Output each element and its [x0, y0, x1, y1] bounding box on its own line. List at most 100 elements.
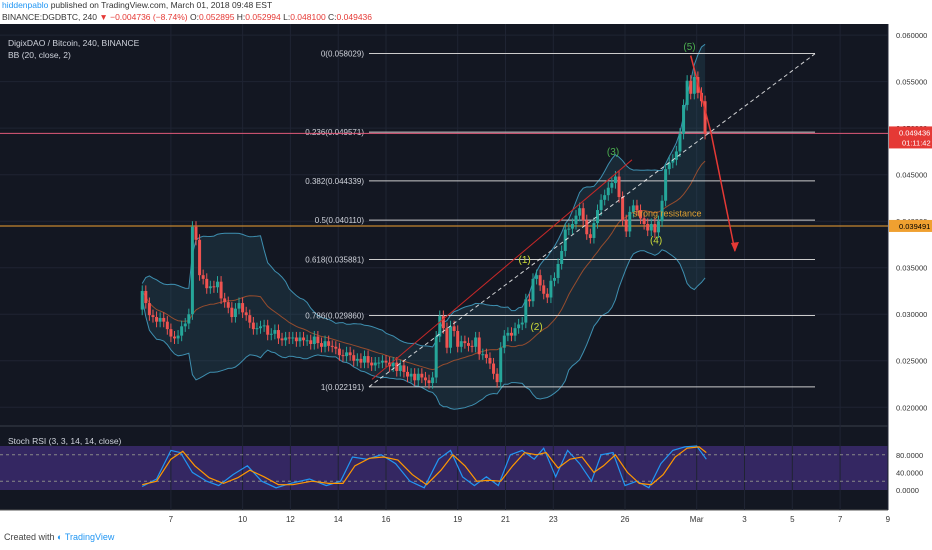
candle-body: [682, 104, 686, 134]
candle-body: [144, 290, 148, 304]
candle-body: [592, 223, 596, 238]
candle-body: [499, 347, 503, 383]
candle-body: [689, 80, 693, 94]
candle-body: [169, 329, 173, 337]
candle-body: [377, 362, 381, 364]
candle-body: [305, 340, 309, 342]
high-value: 0.052994: [245, 12, 281, 22]
x-tick-label: 14: [334, 515, 343, 524]
candle-body: [660, 200, 664, 222]
candle-body: [423, 377, 427, 381]
candle-body: [406, 371, 410, 377]
candle-body: [255, 328, 259, 330]
bb-upper: [141, 43, 706, 348]
candle-body: [527, 299, 531, 302]
candle-body: [459, 341, 463, 347]
candle-body: [312, 336, 316, 344]
candle-body: [560, 250, 564, 264]
candle-body: [667, 162, 671, 170]
candle-body: [416, 373, 420, 381]
candle-body: [517, 324, 521, 329]
candle-body: [628, 211, 632, 232]
resistance-annotation: strong resistance: [633, 209, 702, 219]
grid: [0, 24, 889, 510]
candle-body: [269, 333, 273, 335]
candle-body: [671, 159, 675, 163]
candle-body: [341, 355, 345, 357]
candle-body: [653, 224, 657, 233]
candle-body: [649, 224, 653, 231]
tradingview-logo-icon: ◐: [57, 532, 63, 542]
candle-body: [226, 302, 230, 308]
y-tick-label: 0.020000: [896, 403, 927, 412]
candle-body: [606, 187, 610, 196]
fib-label: 0.618(0.035881): [305, 256, 364, 265]
stoch-tick-label: 0.0000: [896, 486, 919, 495]
bb-basis: [141, 160, 706, 371]
candle-body: [452, 326, 456, 331]
candle-body: [492, 363, 496, 374]
candle-body: [610, 183, 614, 188]
low-label: L:: [283, 12, 291, 22]
candle-body: [223, 298, 227, 303]
candle-body: [248, 315, 252, 323]
candle-body: [531, 278, 535, 302]
candle-body: [241, 303, 245, 313]
ohlc-line: BINANCE:DGDBTC, 240 ▼ −0.004736 (−8.74%)…: [2, 12, 372, 23]
candle-body: [183, 323, 187, 327]
candle-body: [413, 373, 417, 381]
candle-body: [538, 275, 542, 286]
candle-body: [176, 335, 180, 339]
candle-body: [208, 286, 212, 289]
candle-body: [624, 220, 628, 232]
resistance-badge: [889, 219, 932, 232]
resistance-text: 0.039491: [899, 222, 930, 231]
arrow-head: [730, 241, 739, 252]
candle-body: [570, 224, 574, 229]
fib-label: 0(0.058029): [321, 49, 364, 58]
candle-body: [362, 356, 366, 363]
candle-body: [581, 208, 585, 221]
last-price-badge: [889, 126, 932, 149]
close-label: C:: [328, 12, 337, 22]
candle-body: [380, 360, 384, 363]
y-tick-label: 0.035000: [896, 264, 927, 273]
candle-body: [438, 316, 442, 337]
published-text: published on TradingView.com, March 01, …: [50, 0, 273, 10]
x-tick-label: 19: [453, 515, 462, 524]
candle-body: [642, 218, 646, 224]
candle-body: [158, 317, 162, 322]
x-tick-label: 7: [169, 515, 174, 524]
candle-body: [556, 264, 560, 278]
candle-body: [323, 341, 327, 347]
candle-body: [613, 176, 617, 184]
candle-body: [409, 373, 413, 377]
tradingview-brand[interactable]: TradingView: [64, 532, 115, 542]
y-tick-label: 0.045000: [896, 171, 927, 180]
close-value: 0.049436: [336, 12, 372, 22]
x-tick-label: 7: [838, 515, 843, 524]
candle-body: [172, 336, 176, 339]
candle-body: [373, 362, 377, 366]
candle-body: [284, 337, 288, 341]
stoch-band: [0, 446, 888, 490]
x-tick-label: 5: [790, 515, 795, 524]
support-trendline: [368, 53, 816, 388]
fib-label: 0.5(0.040110): [315, 216, 365, 225]
author-link[interactable]: hiddenpablo: [2, 0, 49, 10]
candle-body: [520, 322, 524, 325]
candle-body: [703, 101, 707, 134]
candle-body: [355, 358, 359, 361]
wave-label: (4): [650, 236, 662, 247]
y-tick-label: 0.025000: [896, 357, 927, 366]
wave-label: (1): [519, 255, 531, 266]
candle-body: [567, 228, 571, 230]
candle-body: [337, 348, 341, 356]
candle-body: [431, 377, 435, 384]
chart-canvas[interactable]: 0(0.058029) 0.236(0.049571) 0.382(0.044339…: [0, 24, 932, 530]
candle-body: [201, 275, 205, 279]
fib-label: 0.236(0.049571): [305, 128, 364, 137]
candle-body: [664, 169, 668, 201]
candle-body: [617, 176, 621, 198]
candle-body: [230, 307, 234, 318]
